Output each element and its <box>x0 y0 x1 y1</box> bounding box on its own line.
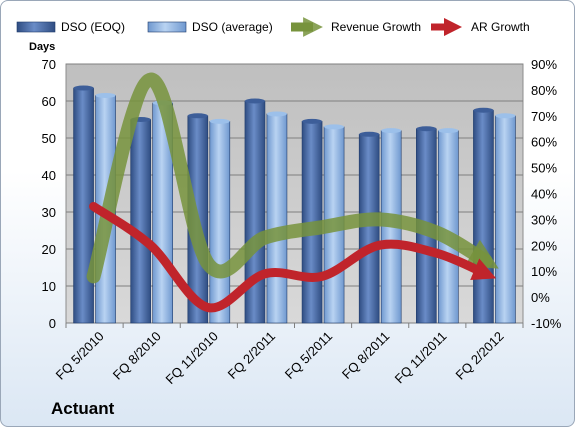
revenue-growth-line <box>86 72 499 284</box>
bar-top <box>381 128 402 134</box>
bar-dso-average <box>495 115 516 324</box>
y2-tick-label: -10% <box>531 316 562 331</box>
bar-top <box>95 92 116 98</box>
bar-dso-eoq <box>130 119 151 324</box>
x-tick-label: FQ 2/2011 <box>225 329 278 382</box>
legend-label: Revenue Growth <box>331 20 421 34</box>
x-tick-label: FQ 8/2011 <box>339 329 392 382</box>
legend-item: DSO (EOQ) <box>16 20 125 34</box>
bar-top <box>187 113 208 119</box>
bar-top <box>416 126 437 132</box>
legend-item: AR Growth <box>431 17 530 37</box>
y-tick-label: 50 <box>42 131 56 146</box>
y-axis-label: Days <box>29 41 55 53</box>
ar-growth-line <box>89 201 497 313</box>
legend-label: DSO (EOQ) <box>61 20 125 34</box>
y-tick-label: 10 <box>42 279 56 294</box>
bar-dso-average <box>438 130 459 324</box>
y2-tick-label: 40% <box>531 187 557 202</box>
y-tick-label: 60 <box>42 94 56 109</box>
bar-top <box>438 128 459 134</box>
x-tick-label: FQ 11/2010 <box>162 329 220 387</box>
bar-top <box>73 85 94 91</box>
y-tick-label: 0 <box>49 316 56 331</box>
bar-dso-average <box>266 113 288 324</box>
company-name: Actuant <box>51 399 115 418</box>
y2-tick-label: 20% <box>531 238 557 253</box>
bar-top <box>324 124 345 130</box>
x-tick-label: FQ 8/2010 <box>110 329 164 383</box>
legend-item: Revenue Growth <box>291 17 421 37</box>
bar-top <box>244 98 265 104</box>
x-tick-label: FQ 2/2012 <box>453 329 507 383</box>
y2-tick-label: 50% <box>531 161 557 176</box>
x-tick-label: FQ 11/2011 <box>392 329 450 387</box>
legend-swatch <box>147 21 187 33</box>
y-tick-label: 40 <box>42 168 56 183</box>
bar-dso-average <box>209 121 231 324</box>
y2-tick-label: 10% <box>531 264 557 279</box>
legend-item: DSO (average) <box>147 20 273 34</box>
legend-label: AR Growth <box>471 20 530 34</box>
y-tick-label: 30 <box>42 205 56 220</box>
bar-top <box>359 131 380 137</box>
y2-tick-label: 0% <box>531 290 550 305</box>
bar-top <box>266 111 287 117</box>
y2-tick-label: 90% <box>531 57 557 72</box>
legend-swatch <box>16 21 56 33</box>
bar-dso-eoq <box>473 109 494 324</box>
bar-top <box>473 107 494 113</box>
bar-top <box>209 118 230 124</box>
bar-top <box>302 118 323 124</box>
y-tick-label: 70 <box>42 57 56 72</box>
y2-tick-label: 70% <box>531 109 557 124</box>
y2-tick-label: 80% <box>531 83 557 98</box>
y2-tick-label: 60% <box>531 135 557 150</box>
x-tick-label: FQ 5/2011 <box>282 329 335 382</box>
y2-tick-label: 30% <box>531 212 557 227</box>
bar-top <box>495 113 516 119</box>
y-tick-label: 20 <box>42 242 56 257</box>
bar-dso-eoq <box>358 134 380 324</box>
legend-label: DSO (average) <box>192 20 273 34</box>
x-tick-label: FQ 5/2010 <box>53 329 107 383</box>
